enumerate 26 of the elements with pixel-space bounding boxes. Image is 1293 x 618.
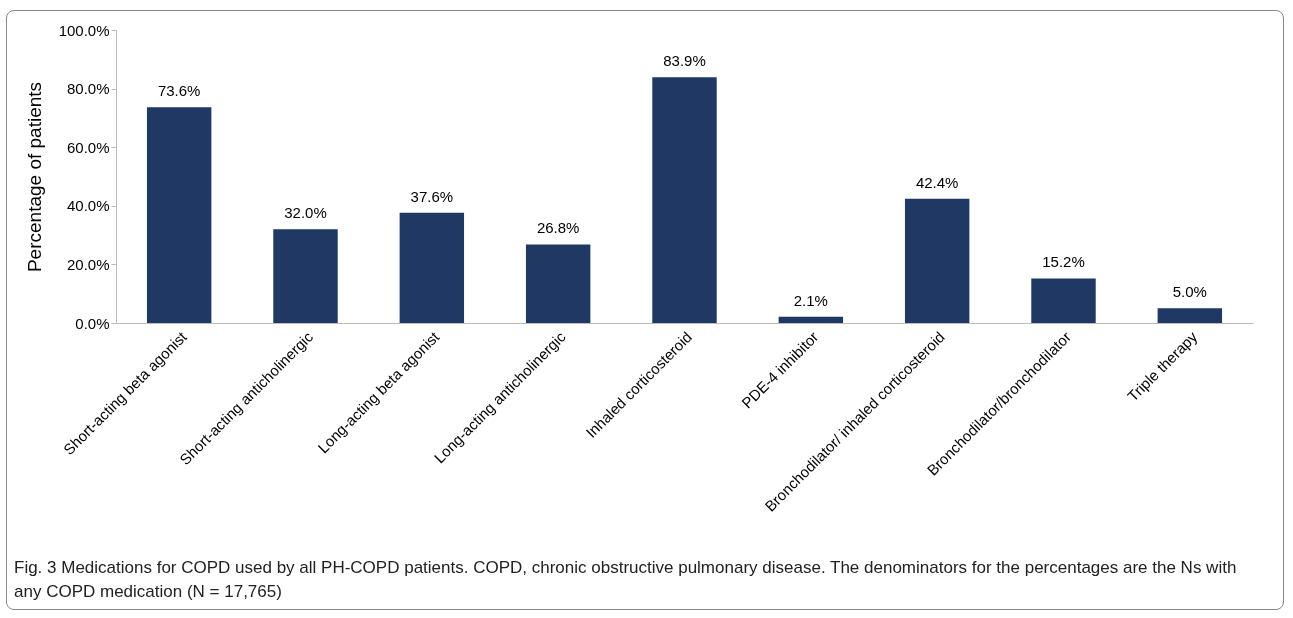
y-tick-label: 0.0% xyxy=(75,314,110,332)
bar xyxy=(273,229,338,323)
y-tick-label: 40.0% xyxy=(66,197,110,215)
data-label: 5.0% xyxy=(1172,283,1207,301)
data-label: 37.6% xyxy=(410,187,454,205)
y-axis-title: Percentage of patients xyxy=(23,81,45,273)
caption: Fig. 3 Medications for COPD used by all PH-COPD patients. COPD, chronic obstructive pulmonary disease. The denominators for the percentages are the Ns with any COPD medication (N = 17,765) xyxy=(14,557,1238,603)
bar xyxy=(525,244,591,323)
bar xyxy=(904,198,970,323)
y-tick-label: 20.0% xyxy=(66,255,110,273)
bar xyxy=(1157,308,1223,323)
data-label: 42.4% xyxy=(915,173,959,191)
data-label: 15.2% xyxy=(1042,253,1085,271)
data-label: 83.9% xyxy=(663,52,706,70)
bar xyxy=(1031,278,1096,323)
data-label: 26.8% xyxy=(536,219,580,237)
y-tick-label: 60.0% xyxy=(66,138,110,156)
bar xyxy=(652,77,717,323)
bar xyxy=(778,316,844,323)
data-label: 32.0% xyxy=(284,204,327,222)
bar xyxy=(146,107,212,323)
data-label: 73.6% xyxy=(157,82,201,100)
y-tick-label: 100.0% xyxy=(58,21,110,39)
y-tick-label: 80.0% xyxy=(66,80,110,98)
bar xyxy=(399,212,465,323)
data-label: 2.1% xyxy=(793,291,828,309)
